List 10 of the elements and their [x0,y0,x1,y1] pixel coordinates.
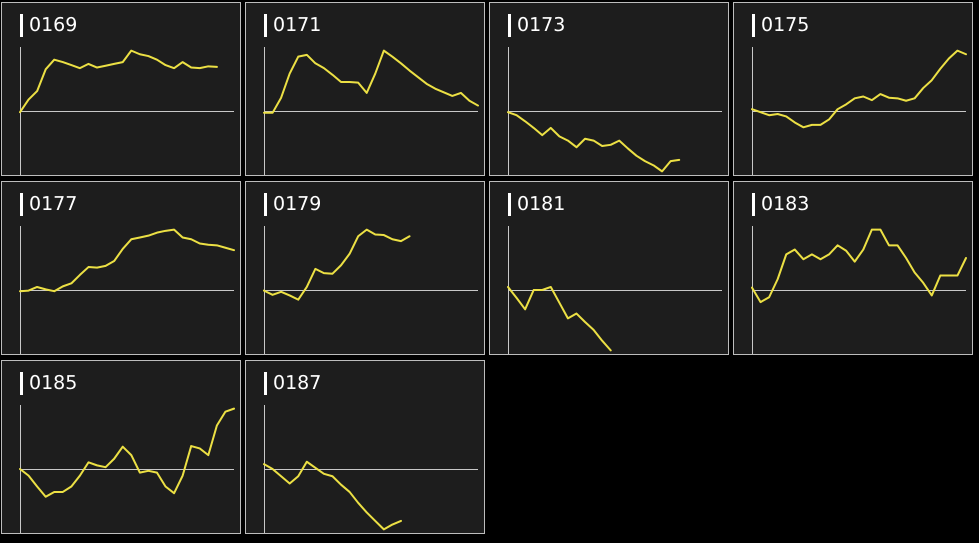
chart-title: 0183 [761,192,810,217]
chart-title: 0173 [517,13,566,38]
chart-title: 0169 [29,13,78,38]
chart-title: 0175 [761,13,810,38]
chart-title: 0185 [29,371,78,396]
chart-title: 0187 [273,371,322,396]
chart-title: 0177 [29,192,78,217]
chart-title: 0181 [517,192,566,217]
chart-title: 0171 [273,13,322,38]
chart-title: 0179 [273,192,322,217]
